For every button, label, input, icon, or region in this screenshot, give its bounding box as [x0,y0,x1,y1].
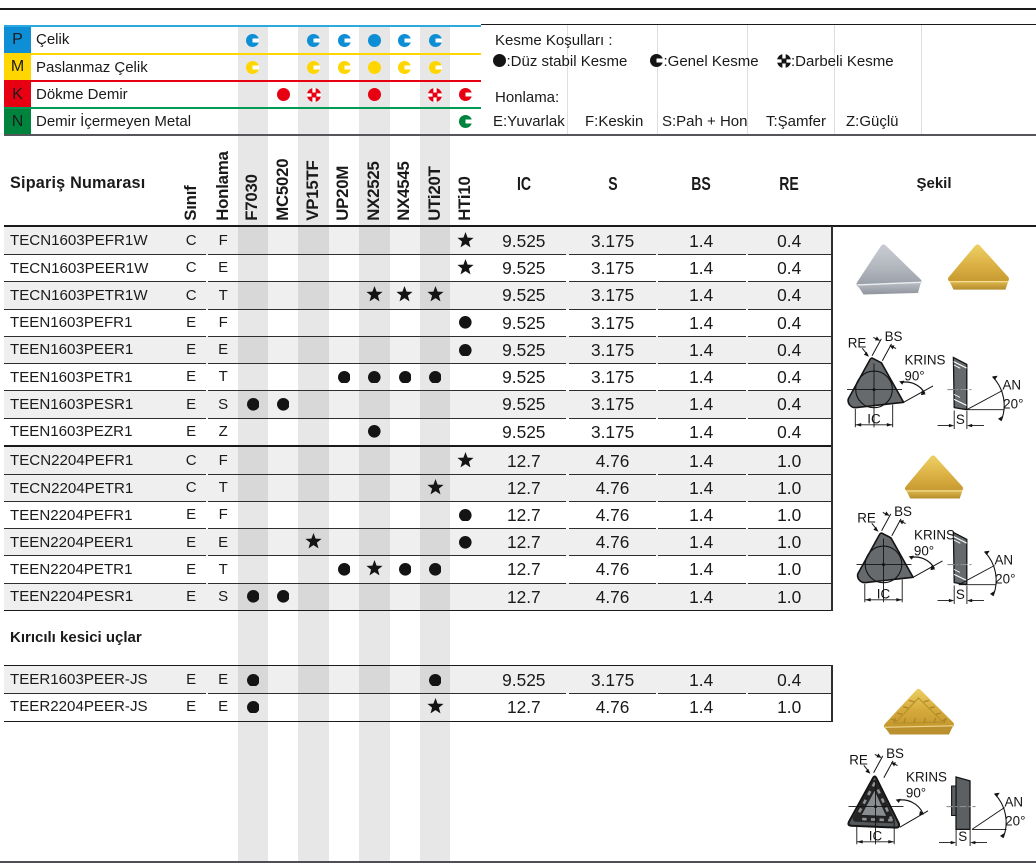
svg-text:20°: 20° [995,571,1015,586]
svg-text:90°: 90° [904,368,924,383]
svg-text:RE: RE [849,753,868,768]
svg-text:S: S [956,587,965,602]
svg-text:90°: 90° [914,543,934,558]
svg-text:BS: BS [885,330,903,344]
svg-text:AN: AN [1002,377,1021,392]
svg-text:20°: 20° [1005,813,1025,828]
svg-text:20°: 20° [1003,396,1023,411]
svg-text:S: S [958,829,967,844]
svg-text:IC: IC [877,586,891,601]
svg-text:BS: BS [894,505,912,519]
svg-text:RE: RE [848,336,867,351]
svg-text:AN: AN [1004,794,1023,809]
svg-text:IC: IC [869,828,883,843]
svg-text:BS: BS [886,747,904,761]
svg-text:90°: 90° [906,785,926,800]
svg-text:KRINS: KRINS [906,770,947,785]
svg-text:S: S [956,412,965,427]
svg-text:KRINS: KRINS [914,528,955,543]
svg-text:IC: IC [867,411,881,426]
svg-text:AN: AN [994,552,1013,567]
svg-text:RE: RE [857,511,876,526]
svg-text:KRINS: KRINS [905,353,946,368]
